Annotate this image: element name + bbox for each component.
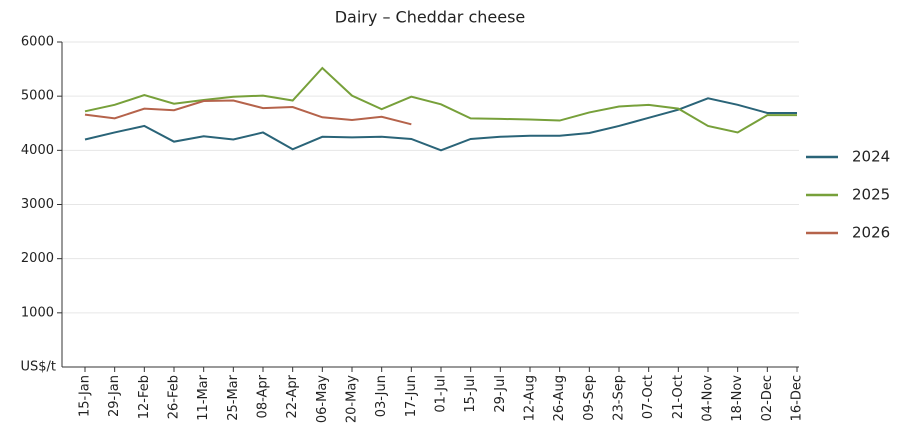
x-tick-label: 15-Jul (463, 375, 478, 413)
x-tick-label: 26-Feb (167, 375, 182, 419)
x-tick-label: 09-Sep (582, 375, 597, 421)
x-tick-label: 16-Dec (790, 375, 805, 421)
x-tick-label: 06-May (315, 375, 330, 423)
x-tick-label: 20-May (345, 375, 360, 423)
series-line (84, 97, 797, 152)
y-tick-label: 6000 (21, 35, 54, 50)
x-tick-label: 26-Aug (552, 375, 567, 421)
x-tick-label: 08-Apr (256, 374, 271, 418)
series-line (84, 99, 412, 126)
x-tick-label: 17-Jun (404, 375, 419, 417)
x-tick-label: 25-Mar (226, 374, 241, 420)
x-tick-label: 01-Jul (434, 375, 449, 413)
x-tick-label: 12-Aug (523, 375, 538, 421)
x-tick-label: 04-Nov (701, 375, 716, 422)
x-tick-label: 12-Feb (137, 375, 152, 419)
x-tick-label: 02-Dec (760, 375, 775, 421)
chart-title: Dairy – Cheddar cheese (335, 8, 526, 27)
x-tick-label: 21-Oct (671, 375, 686, 419)
x-tick-label: 29-Jul (493, 375, 508, 413)
x-tick-label: 22-Apr (285, 374, 300, 418)
x-tick-label: 29-Jan (107, 375, 122, 417)
x-tick-label: 23-Sep (612, 375, 627, 421)
y-tick-label: 2000 (21, 251, 54, 266)
x-tick-label: 15-Jan (78, 375, 93, 417)
y-tick-label: 1000 (21, 305, 54, 320)
legend-label: 2026 (852, 224, 890, 242)
legend-label: 2024 (852, 148, 890, 166)
series-line (84, 66, 797, 134)
y-tick-label: 3000 (21, 197, 54, 212)
y-tick-label: 4000 (21, 143, 54, 158)
y-axis-label: US$/t (20, 360, 56, 375)
x-tick-label: 03-Jun (374, 375, 389, 417)
x-tick-label: 11-Mar (196, 374, 211, 420)
y-tick-label: 5000 (21, 89, 54, 104)
x-tick-label: 18-Nov (730, 375, 745, 422)
x-tick-label: 07-Oct (641, 375, 656, 419)
legend-label: 2025 (852, 186, 890, 204)
